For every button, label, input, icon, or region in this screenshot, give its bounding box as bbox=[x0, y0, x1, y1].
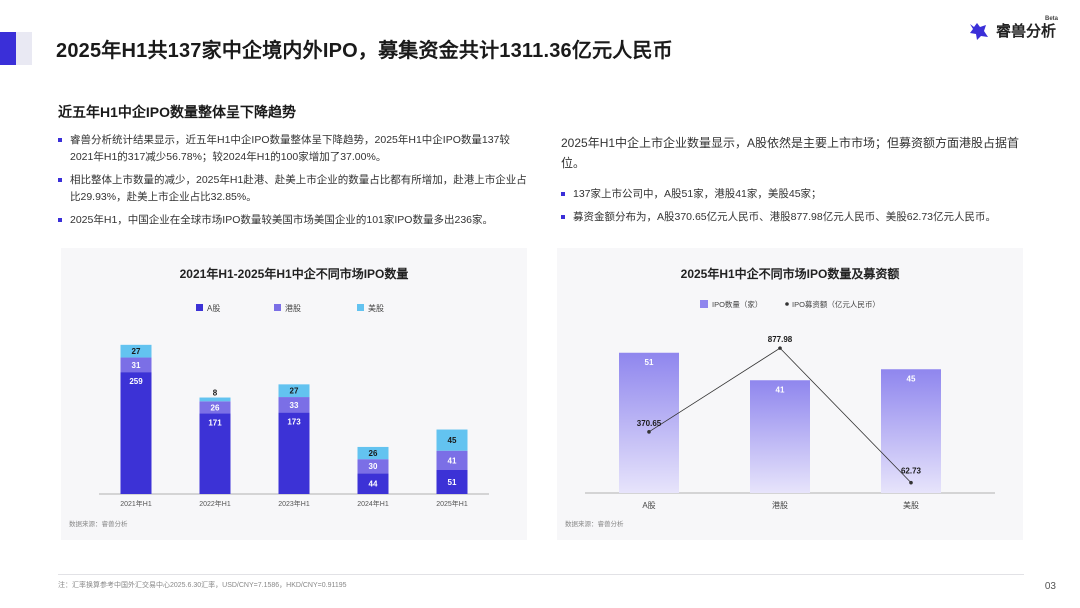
x-tick-label: 2021年H1 bbox=[120, 499, 152, 508]
bar-segment bbox=[436, 429, 468, 451]
title-accent-bar bbox=[0, 32, 16, 65]
legend-swatch bbox=[274, 304, 281, 311]
left-bullet: 睿兽分析统计结果显示，近五年H1中企IPO数量整体呈下降趋势，2025年H1中企… bbox=[58, 132, 528, 166]
bar-segment bbox=[199, 397, 231, 402]
line-point bbox=[647, 430, 651, 434]
chart-source: 数据来源：睿兽分析 bbox=[69, 519, 128, 528]
x-tick-label: 2022年H1 bbox=[199, 499, 231, 508]
legend-swatch bbox=[357, 304, 364, 311]
page-title: 2025年H1共137家中企境内外IPO，募集资金共计1311.36亿元人民币 bbox=[56, 40, 673, 62]
line-data-label: 370.65 bbox=[637, 419, 662, 428]
data-label: 171 bbox=[208, 419, 222, 428]
bar-segment bbox=[199, 413, 231, 494]
left-section-title: 近五年H1中企IPO数量整体呈下降趋势 bbox=[58, 104, 297, 120]
bar-segment bbox=[278, 384, 310, 398]
legend-label: A股 bbox=[207, 304, 220, 313]
data-label: 31 bbox=[132, 361, 141, 370]
data-label: 8 bbox=[213, 389, 218, 398]
line-data-label: 877.98 bbox=[768, 335, 793, 344]
x-tick-label: 2024年H1 bbox=[357, 499, 389, 508]
chart-source: 数据来源：睿兽分析 bbox=[565, 519, 624, 528]
bar bbox=[881, 369, 941, 493]
data-label: 173 bbox=[287, 418, 301, 427]
left-bullet-list: 睿兽分析统计结果显示，近五年H1中企IPO数量整体呈下降趋势，2025年H1中企… bbox=[58, 132, 528, 235]
data-label: 33 bbox=[290, 401, 299, 410]
legend-marker bbox=[785, 302, 789, 306]
title-accent-shadow bbox=[16, 32, 32, 65]
right-bullet: 募资金额分布为，A股370.65亿元人民币、港股877.98亿元人民币、美股62… bbox=[561, 209, 1031, 226]
legend-label: IPO募资额（亿元人民币） bbox=[792, 299, 880, 309]
legend-swatch bbox=[700, 300, 708, 308]
data-label: 259 bbox=[129, 377, 143, 386]
bar-line-combo-chart: 2025年H1中企不同市场IPO数量及募资额 IPO数量（家） IPO募资额（亿元人… bbox=[565, 266, 995, 528]
bar-segment bbox=[357, 446, 389, 460]
bar-segment bbox=[436, 470, 468, 494]
x-tick-label: 港股 bbox=[772, 500, 788, 510]
legend-label: 港股 bbox=[285, 303, 301, 313]
data-label: 26 bbox=[369, 449, 378, 458]
legend-swatch bbox=[196, 304, 203, 311]
data-label: 41 bbox=[448, 456, 457, 465]
footnote: 注：汇率换算参考中国外汇交易中心2025.6.30汇率，USD/CNY=7.15… bbox=[58, 582, 347, 589]
line-point bbox=[778, 346, 782, 350]
bar-segment bbox=[278, 397, 310, 413]
line-point bbox=[909, 480, 913, 485]
data-label: 27 bbox=[290, 387, 299, 396]
legend-label: 美股 bbox=[368, 303, 384, 313]
right-bullet: 137家上市公司中，A股51家，港股41家，美股45家； bbox=[561, 186, 1031, 203]
data-label: 45 bbox=[448, 436, 457, 445]
bar bbox=[619, 352, 679, 493]
chart-title: 2021年H1-2025年H1中企不同市场IPO数量 bbox=[180, 266, 409, 281]
bar-data-label: 41 bbox=[776, 385, 785, 394]
brand-logo: 睿兽分析 Beta bbox=[968, 16, 1058, 41]
x-tick-label: 美股 bbox=[903, 500, 919, 510]
bar-segment bbox=[120, 372, 152, 494]
data-label: 30 bbox=[369, 462, 378, 471]
bar-segment bbox=[278, 412, 310, 494]
chart-title: 2025年H1中企不同市场IPO数量及募资额 bbox=[681, 266, 900, 281]
bar-segment bbox=[436, 450, 468, 470]
bar-data-label: 51 bbox=[645, 358, 654, 367]
data-label: 27 bbox=[132, 347, 141, 356]
right-bullet-list: 137家上市公司中，A股51家，港股41家，美股45家； 募资金额分布为，A股3… bbox=[561, 186, 1031, 232]
stacked-bar-chart: 2021年H1-2025年H1中企不同市场IPO数量 A股 港股 美股 259 31 27 2… bbox=[69, 266, 489, 528]
line-data-label: 62.73 bbox=[901, 467, 922, 476]
left-bullet: 相比整体上市数量的减少，2025年H1赴港、赴美上市企业的数量占比都有所增加，赴… bbox=[58, 172, 528, 206]
right-intro-text: 2025年H1中企上市企业数量显示，A股依然是主要上市市场；但募资额方面港股占据… bbox=[561, 136, 1020, 170]
combo-chart-panel: 2025年H1中企不同市场IPO数量及募资额 IPO数量（家） IPO募资额（亿元人… bbox=[557, 248, 1023, 540]
stacked-bar-chart-panel: 2021年H1-2025年H1中企不同市场IPO数量 A股 港股 美股 259 31 27 2… bbox=[61, 248, 527, 540]
left-bullet: 2025年H1，中国企业在全球市场IPO数量较美国市场美国企业的101家IPO数… bbox=[58, 212, 528, 229]
x-tick-label: 2023年H1 bbox=[278, 499, 310, 508]
data-label: 51 bbox=[448, 478, 457, 487]
bar-segment bbox=[357, 459, 389, 474]
logo-beta: Beta bbox=[1044, 16, 1058, 22]
footer-divider bbox=[58, 574, 1024, 575]
bar-data-label: 45 bbox=[907, 374, 916, 383]
bar bbox=[750, 380, 810, 493]
data-label: 26 bbox=[211, 403, 220, 412]
beast-logo-icon bbox=[969, 22, 988, 40]
page-number: 03 bbox=[1044, 581, 1056, 592]
bar-segment bbox=[199, 401, 231, 414]
bar-segment bbox=[357, 473, 389, 494]
x-tick-label: 2025年H1 bbox=[436, 499, 468, 508]
bar-segment bbox=[120, 357, 152, 373]
legend-label: IPO数量（家） bbox=[712, 299, 762, 309]
bar-segment bbox=[120, 344, 152, 358]
logo-text: 睿兽分析 bbox=[995, 23, 1056, 40]
data-label: 44 bbox=[369, 480, 378, 489]
x-tick-label: A股 bbox=[642, 501, 655, 510]
